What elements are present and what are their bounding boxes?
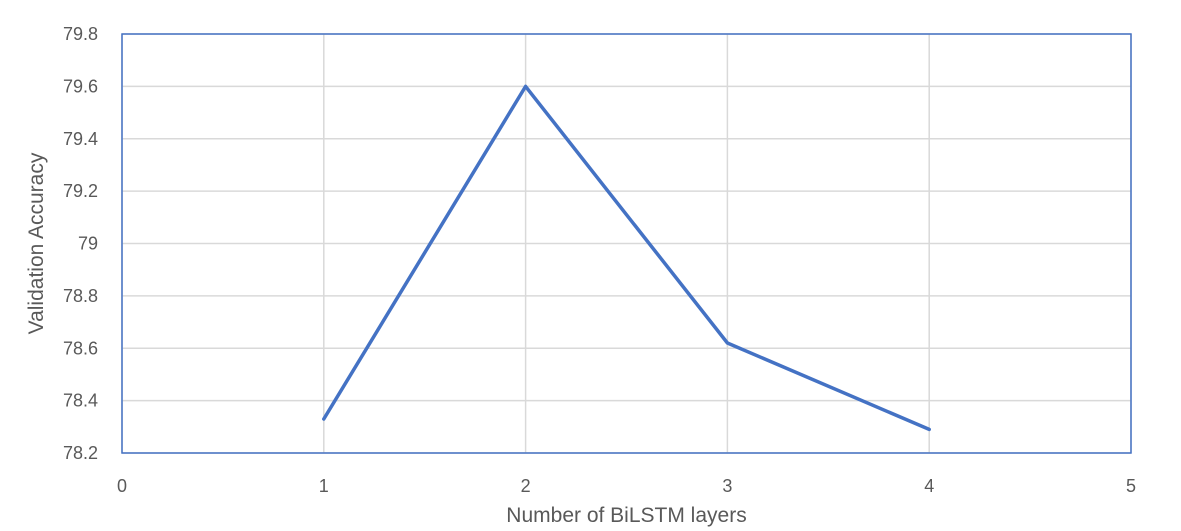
y-tick-label: 79.2 [63,181,98,201]
y-tick-label: 78.4 [63,391,98,411]
plot-area-border [121,33,1132,454]
series-layer [322,84,931,432]
x-tick-label: 5 [1126,476,1136,496]
y-tick-label: 79.6 [63,76,98,96]
y-tick-label: 79.8 [63,24,98,44]
x-tick-labels: 0 1 2 3 4 5 [117,476,1136,496]
gridlines [121,33,1132,454]
y-tick-label: 78.6 [63,338,98,358]
y-tick-label: 78.8 [63,286,98,306]
x-tick-label: 4 [924,476,934,496]
y-axis-title: Validation Accuracy [25,152,48,334]
y-tick-label: 78.2 [63,443,98,463]
y-tick-label: 79.4 [63,129,98,149]
x-axis-title: Number of BiLSTM layers [506,504,746,527]
x-tick-label: 1 [319,476,329,496]
y-tick-label: 79 [78,234,98,254]
y-tick-labels: 78.2 78.4 78.6 78.8 79 79.2 79.4 79.6 79.8 [63,24,98,463]
x-tick-label: 0 [117,476,127,496]
series-line-0 [322,84,931,432]
x-tick-label: 3 [722,476,732,496]
x-tick-label: 2 [521,476,531,496]
